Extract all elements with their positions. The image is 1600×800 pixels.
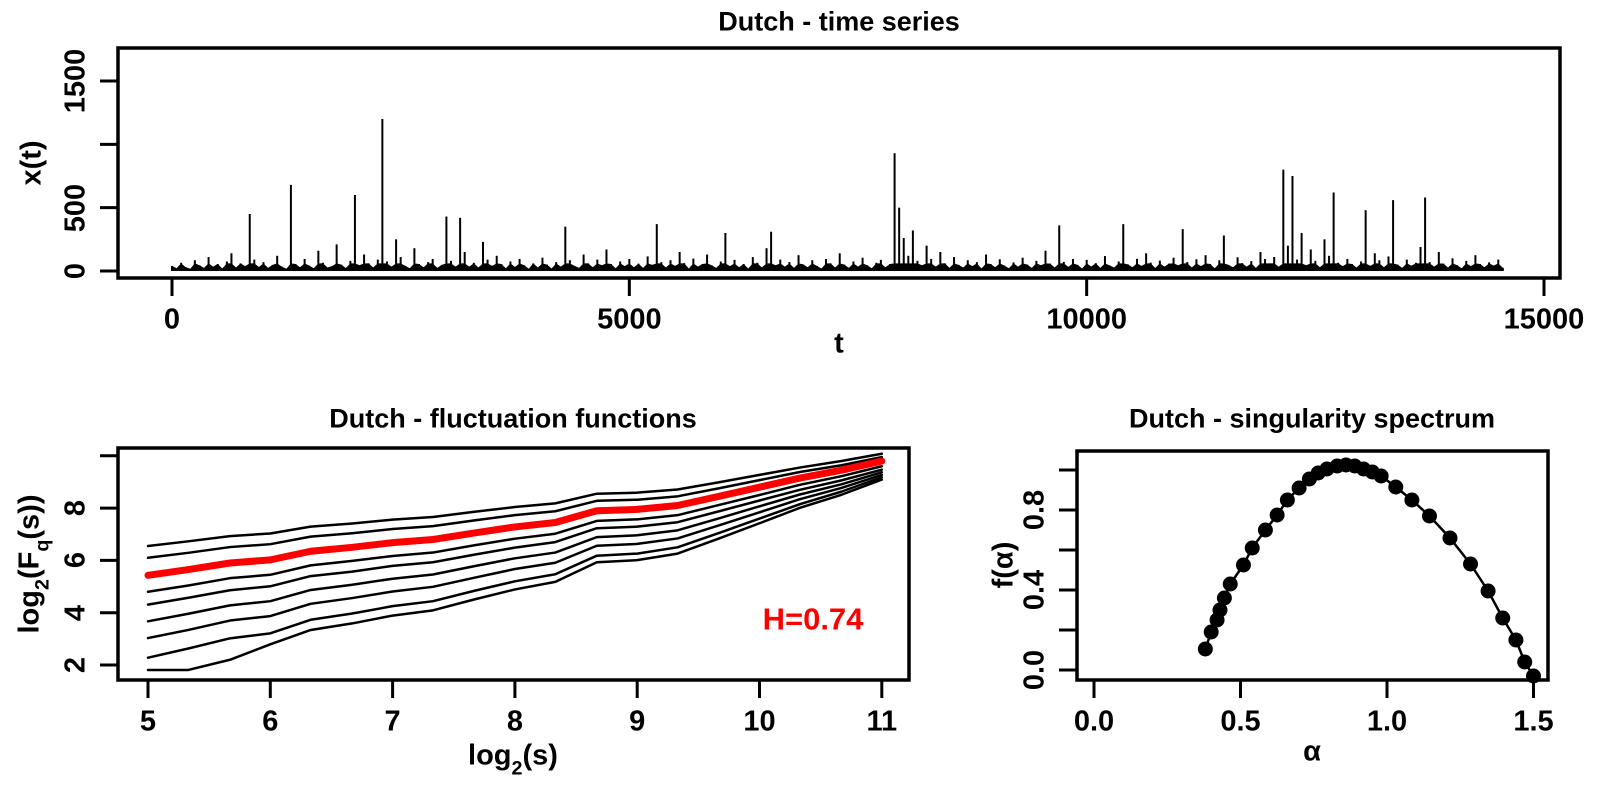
spectrum-point [1373, 468, 1389, 484]
fluctuation-line-black [146, 468, 884, 606]
time-series-baseline-band [172, 263, 1503, 271]
spectrum-point [1442, 530, 1458, 546]
spectrum-point [1388, 479, 1404, 495]
fluctuation-line-black [146, 478, 884, 672]
spectrum-point [1480, 583, 1496, 599]
time_series-x-tick-label: 5000 [597, 303, 662, 336]
fluctuation-y-tick-label: 2 [59, 656, 92, 674]
spectrum-x-tick-label: 1.0 [1366, 705, 1408, 738]
fluctuation-line-red-q2 [144, 457, 886, 579]
spectrum-point [1508, 632, 1524, 648]
fluctuation-line-black [146, 465, 884, 594]
fluctuation-line-black [146, 452, 884, 548]
spectrum-point [1291, 480, 1307, 496]
time_series-y-tick-label: 0 [59, 262, 92, 280]
spectrum-x-tick-label: 1.5 [1513, 705, 1554, 738]
spectrum-point [1212, 602, 1228, 618]
spectrum-x-tick-label: 0.5 [1220, 705, 1261, 738]
spectrum-point [1421, 508, 1437, 524]
time-series-title: Dutch - time series [718, 6, 960, 37]
spectrum-point [1526, 668, 1541, 684]
ylabel-close: (s)) [13, 494, 46, 540]
spectrum-point [1197, 641, 1213, 657]
spectrum-y-tick-label: 0.0 [1018, 649, 1051, 691]
fluctuation-x-tick-label: 5 [139, 705, 157, 738]
spectrum-point [1257, 522, 1273, 538]
time_series-x-tick-label: 15000 [1503, 303, 1585, 336]
fluctuation-line-black [146, 455, 884, 560]
ylabel-sub-2: 2 [31, 579, 54, 590]
ylabel-sub-q: q [31, 539, 54, 552]
fluctuation-line-black [146, 475, 884, 659]
xlabel-close: (s) [522, 739, 558, 772]
time_series-y-tick-label: 1500 [59, 48, 92, 114]
fluctuation-x-tick-label: 11 [866, 705, 898, 738]
fluctuation-x-tick-label: 6 [262, 705, 279, 738]
time_series-plot-box [116, 46, 1562, 280]
fluctuation-x-axis-label: log2(s) [468, 739, 558, 779]
hurst-exponent-annotation: H=0.74 [762, 601, 864, 637]
fluctuation-line-black [146, 473, 884, 640]
spectrum-point [1216, 590, 1232, 606]
fluctuation-y-axis-label: log2(Fq(s)) [13, 494, 54, 634]
fluctuation-x-tick-label: 9 [629, 705, 646, 738]
spectrum-y-axis-label: f(α) [987, 541, 1020, 589]
spectrum-point [1404, 492, 1420, 508]
spectrum-y-tick-label: 0.4 [1018, 569, 1051, 611]
fluctuation-title: Dutch - fluctuation functions [329, 403, 697, 434]
fluctuation-y-tick-label: 4 [59, 604, 92, 621]
spectrum-point [1269, 507, 1285, 523]
fluctuation-x-tick-label: 8 [506, 705, 523, 738]
fluctuation-x-tick-label: 7 [384, 705, 401, 738]
spectrum-title: Dutch - singularity spectrum [1128, 403, 1496, 434]
ylabel-open-f: (F [13, 551, 46, 580]
spectrum-point [1235, 557, 1251, 573]
spectrum-point [1203, 624, 1219, 640]
spectrum-point [1244, 540, 1260, 556]
spectrum-point [1279, 492, 1295, 508]
spectrum-y-tick-label: 0.8 [1018, 489, 1051, 531]
spectrum-point [1495, 610, 1511, 626]
spectrum-point [1463, 556, 1479, 572]
time-series-y-axis-label: x(t) [15, 140, 48, 186]
spectrum-plot-box [1075, 449, 1550, 682]
spectrum-point [1222, 576, 1238, 592]
spectrum-x-tick-label: 0.0 [1073, 705, 1115, 738]
time-series-x-axis-label: t [834, 327, 844, 360]
time_series-x-tick-label: 10000 [1046, 303, 1127, 336]
fluctuation-x-tick-label: 10 [743, 705, 776, 738]
xlabel-log: log [468, 739, 512, 772]
fluctuation-y-tick-label: 8 [59, 500, 92, 517]
spectrum-point [1517, 654, 1533, 670]
spectrum-x-axis-label: α [1303, 735, 1321, 768]
fluctuation-y-tick-label: 6 [59, 552, 92, 569]
fluctuation-line-black [146, 471, 884, 623]
xlabel-sub-2: 2 [511, 757, 523, 780]
time_series-y-tick-label: 500 [59, 183, 92, 232]
time_series-x-tick-label: 0 [163, 303, 181, 336]
ylabel-log: log [13, 590, 46, 634]
spectrum-curve [1204, 463, 1535, 677]
